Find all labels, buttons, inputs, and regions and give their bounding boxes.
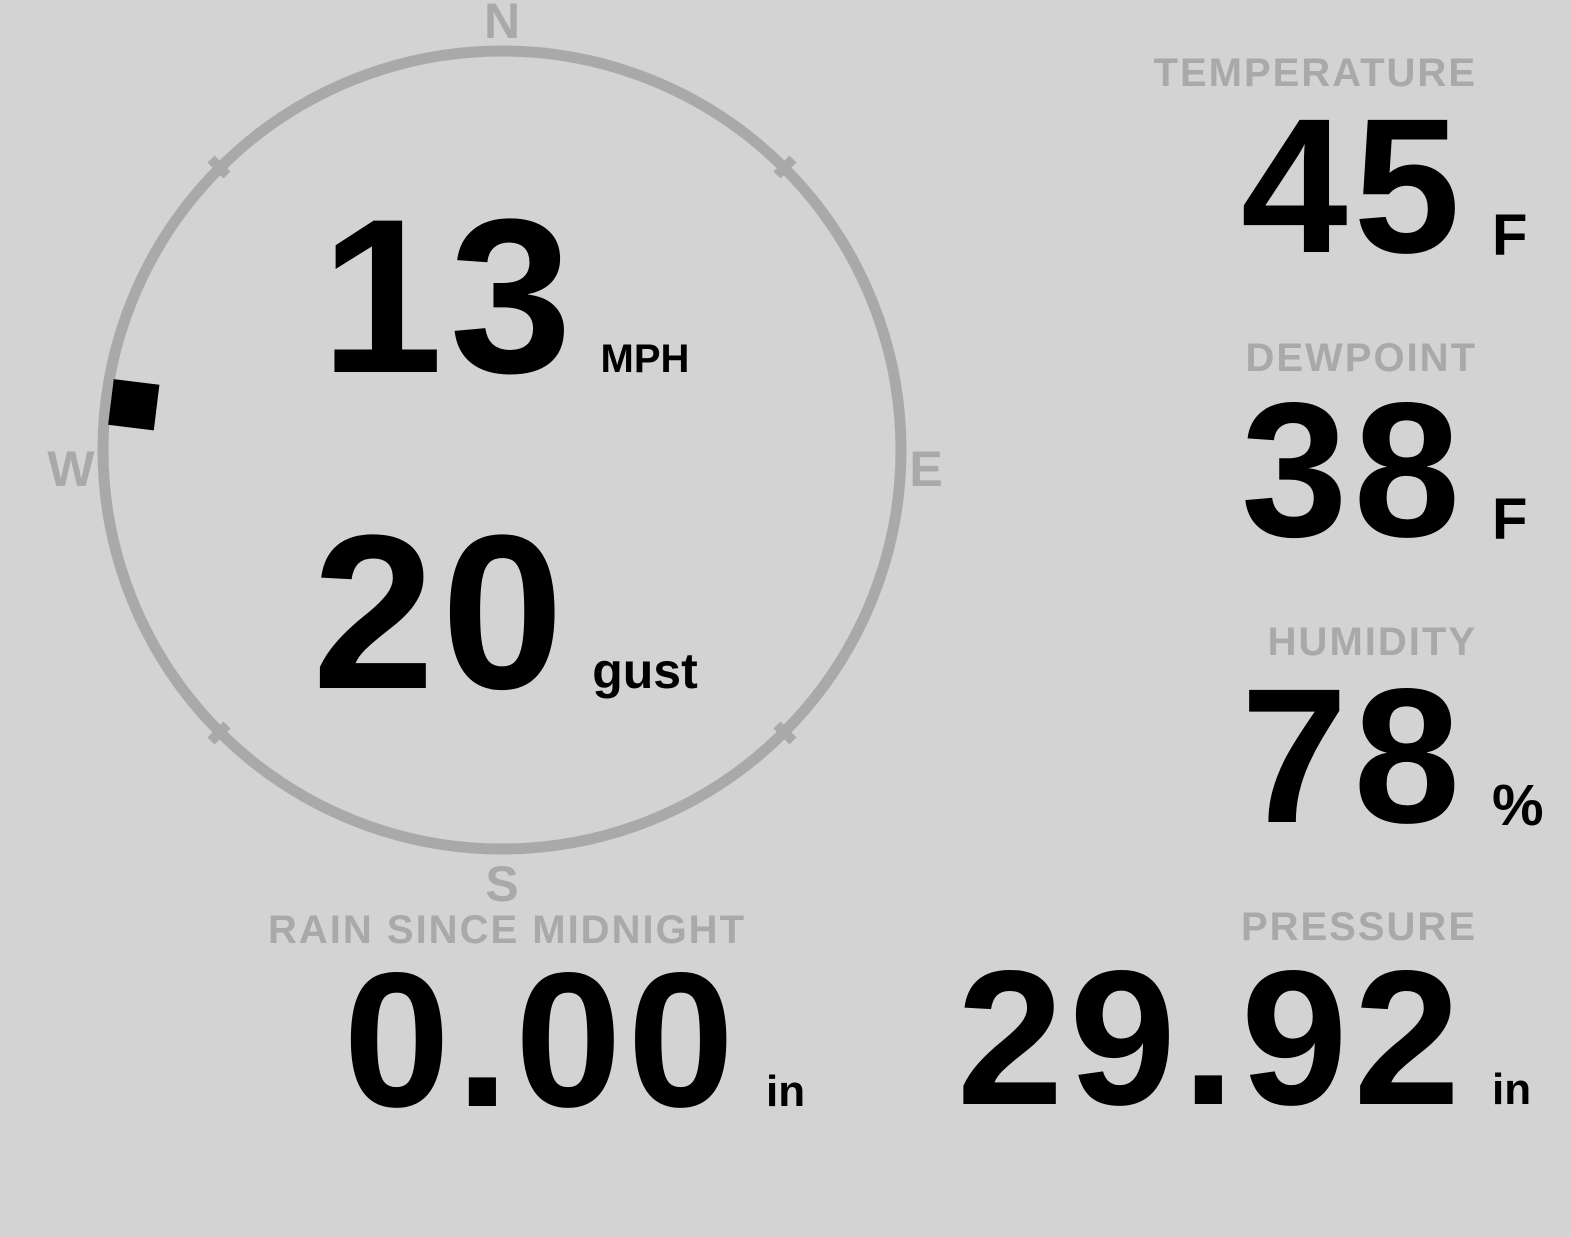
pressure-row: 29.92 in	[957, 942, 1571, 1134]
wind-gust-value: 20	[312, 489, 571, 735]
dewpoint-unit: F	[1492, 487, 1528, 552]
compass-tick-nw	[207, 155, 231, 179]
rain-unit: in	[766, 1067, 806, 1116]
humidity-value: 78	[1240, 648, 1466, 863]
wind-direction-marker	[108, 379, 160, 431]
compass-label-west: W	[47, 441, 95, 497]
compass-label-north: N	[483, 0, 521, 49]
temperature-unit: F	[1492, 203, 1528, 268]
pressure-label: PRESSURE	[1240, 905, 1477, 949]
temperature-row: 45 F	[1241, 90, 1571, 282]
wind-speed-row: 13 MPH	[321, 186, 690, 406]
pressure-unit: in	[1492, 1065, 1532, 1114]
pressure-value: 29.92	[956, 930, 1466, 1145]
humidity-unit: %	[1492, 773, 1544, 838]
wind-speed-unit: MPH	[600, 337, 690, 381]
humidity-row: 78 %	[1241, 660, 1571, 852]
compass-label-east: E	[909, 441, 943, 497]
wind-gust-row: 20 gust	[312, 502, 697, 722]
wind-direction-marker-group	[108, 379, 160, 431]
humidity-label: HUMIDITY	[1267, 620, 1477, 664]
dewpoint-row: 38 F	[1241, 374, 1571, 566]
temperature-value: 45	[1240, 78, 1466, 293]
compass-tick-sw	[207, 721, 231, 745]
dewpoint-label: DEWPOINT	[1245, 336, 1477, 380]
compass-tick-se	[773, 721, 797, 745]
compass-label-south: S	[485, 856, 519, 912]
compass-tick-ne	[773, 155, 797, 179]
wind-speed-value: 13	[320, 173, 579, 419]
rain-label: RAIN SINCE MIDNIGHT	[268, 908, 746, 952]
compass-ring	[97, 45, 907, 855]
rain-value: 0.00	[343, 932, 740, 1147]
rain-row: 0.00 in	[343, 944, 846, 1136]
dewpoint-value: 38	[1240, 362, 1466, 577]
temperature-label: TEMPERATURE	[1153, 51, 1477, 95]
wind-gust-unit: gust	[592, 643, 698, 699]
